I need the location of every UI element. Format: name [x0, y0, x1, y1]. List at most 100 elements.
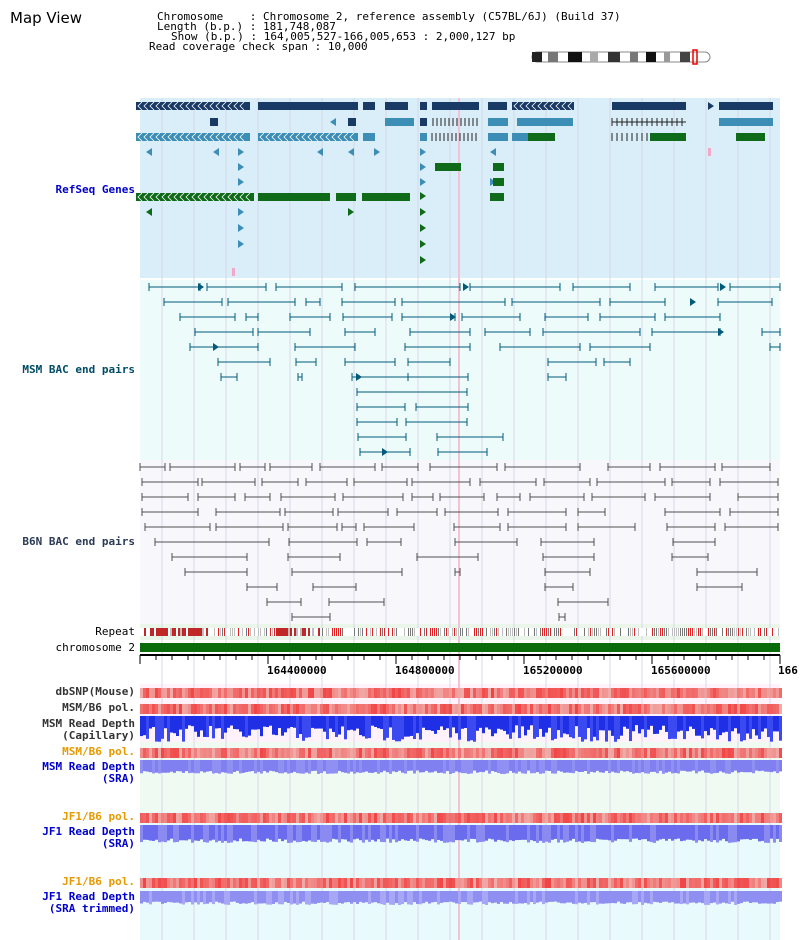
- track-label-jf1-depth-sra-1[interactable]: JF1 Read Depth: [42, 825, 135, 838]
- heat-cell: [404, 878, 407, 888]
- gene-feature: [650, 133, 686, 141]
- heat-cell: [221, 878, 224, 888]
- depth-bar: [281, 825, 284, 842]
- repeat-mark: [152, 628, 154, 636]
- track-label-refseq[interactable]: RefSeq Genes: [55, 183, 135, 196]
- depth-bar: [491, 760, 494, 771]
- depth-bar: [656, 760, 659, 774]
- depth-bar: [569, 716, 572, 738]
- track-label-repeat[interactable]: Repeat: [95, 625, 135, 638]
- depth-bar: [233, 760, 236, 772]
- track-label-jf1-b6-pol-1[interactable]: JF1/B6 pol.: [62, 810, 135, 823]
- depth-bar: [308, 825, 311, 841]
- depth-bar: [614, 716, 617, 742]
- heat-cell: [611, 704, 614, 714]
- track-label-jf1-depth-trim-1[interactable]: JF1 Read Depth: [42, 890, 135, 903]
- heat-cell: [311, 813, 314, 823]
- heat-cell: [338, 878, 341, 888]
- depth-bar: [461, 760, 464, 774]
- repeat-mark: [172, 628, 174, 636]
- gene-feature: [363, 133, 375, 141]
- depth-bar: [533, 825, 536, 842]
- repeat-mark: [468, 628, 469, 636]
- heat-cell: [188, 813, 191, 823]
- track-label-msm-bac[interactable]: MSM BAC end pairs: [22, 363, 135, 376]
- heat-cell: [155, 748, 158, 758]
- heat-cell: [578, 688, 581, 698]
- depth-bar: [587, 891, 590, 905]
- gene-strand-arrow: [277, 132, 283, 142]
- depth-bar: [413, 716, 416, 740]
- heat-cell: [554, 813, 557, 823]
- depth-bar: [323, 760, 326, 772]
- depth-bar: [398, 716, 401, 742]
- depth-bar: [488, 825, 491, 839]
- depth-bar: [761, 760, 764, 771]
- heat-cell: [230, 688, 233, 698]
- heat-cell: [596, 748, 599, 758]
- track-label-msm-depth-sra-1[interactable]: MSM Read Depth: [42, 760, 135, 773]
- heat-cell: [515, 688, 518, 698]
- heat-cell: [215, 878, 218, 888]
- gene-strand-arrow: [143, 192, 149, 202]
- track-label-msm-b6-pol-1[interactable]: MSM/B6 pol.: [62, 701, 135, 714]
- depth-bar: [194, 716, 197, 732]
- heat-cell: [326, 813, 329, 823]
- heat-cell: [554, 748, 557, 758]
- depth-bar: [335, 891, 338, 905]
- ideogram-band: [532, 52, 542, 62]
- ruler-tick-label: 165200000: [523, 664, 583, 677]
- heat-cell: [398, 748, 401, 758]
- depth-bar: [536, 760, 539, 773]
- heat-cell: [344, 878, 347, 888]
- heat-cell: [251, 748, 254, 758]
- heat-cell: [704, 878, 707, 888]
- heat-cell: [263, 704, 266, 714]
- heat-cell: [359, 704, 362, 714]
- heat-cell: [665, 878, 668, 888]
- track-label-jf1-b6-pol-2[interactable]: JF1/B6 pol.: [62, 875, 135, 888]
- heat-cell: [407, 704, 410, 714]
- heat-cell: [707, 704, 710, 714]
- depth-bar: [674, 760, 677, 773]
- heat-cell: [647, 878, 650, 888]
- depth-bar: [770, 891, 773, 904]
- track-label-msm-b6-pol-2[interactable]: MSM/B6 pol.: [62, 745, 135, 758]
- heat-cell: [488, 704, 491, 714]
- heat-cell: [206, 748, 209, 758]
- depth-bar: [176, 891, 179, 903]
- repeat-mark: [380, 628, 381, 636]
- heat-cell: [212, 688, 215, 698]
- depth-bar: [257, 825, 260, 840]
- depth-bar: [479, 825, 482, 842]
- heat-cell: [305, 704, 308, 714]
- heat-cell: [668, 813, 671, 823]
- heat-cell: [296, 704, 299, 714]
- repeat-mark: [576, 628, 577, 636]
- heat-cell: [374, 878, 377, 888]
- heat-cell: [581, 704, 584, 714]
- heat-cell: [539, 748, 542, 758]
- track-label-dbsnp[interactable]: dbSNP(Mouse): [55, 685, 135, 698]
- track-label-chromosome[interactable]: chromosome 2: [55, 641, 135, 654]
- gene-strand-arrow: [143, 132, 149, 142]
- repeat-mark: [408, 628, 409, 636]
- heat-cell: [752, 748, 755, 758]
- heat-cell: [290, 704, 293, 714]
- depth-bar: [728, 716, 731, 742]
- gene-strand-arrow: [185, 192, 191, 202]
- depth-bar: [692, 760, 695, 771]
- depth-bar: [320, 825, 323, 842]
- track-label-b6n-bac[interactable]: B6N BAC end pairs: [22, 535, 135, 548]
- depth-bar: [752, 891, 755, 903]
- heat-cell: [281, 813, 284, 823]
- depth-bar: [515, 716, 518, 726]
- track-label-msm-depth-cap-1[interactable]: MSM Read Depth: [42, 717, 135, 730]
- gene-strand-arrow: [289, 132, 295, 142]
- heat-cell: [386, 813, 389, 823]
- depth-bar: [389, 760, 392, 774]
- heat-cell: [239, 688, 242, 698]
- depth-bar: [383, 825, 386, 843]
- repeat-mark: [714, 628, 715, 636]
